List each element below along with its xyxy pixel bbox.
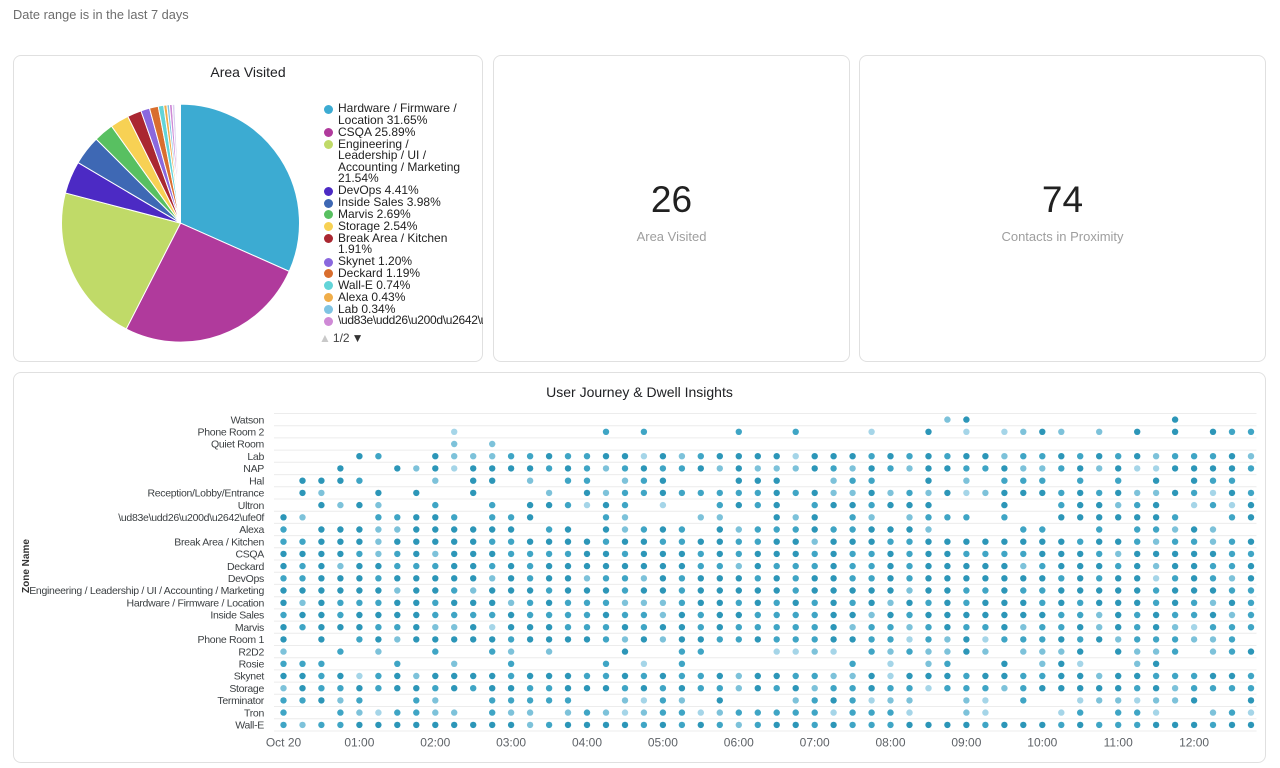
svg-text:Rosie: Rosie <box>239 659 265 671</box>
svg-text:Watson: Watson <box>231 414 265 426</box>
svg-text:Wall-E: Wall-E <box>235 720 264 732</box>
svg-text:08:00: 08:00 <box>875 736 905 750</box>
svg-text:Hardware / Firmware / Location: Hardware / Firmware / Location <box>127 598 265 610</box>
svg-text:Engineering / Leadership / UI: Engineering / Leadership / UI / Accounti… <box>29 585 264 597</box>
svg-text:\ud83e\udd26\u200d\u2642\ufe0f: \ud83e\udd26\u200d\u2642\ufe0f <box>118 512 264 524</box>
svg-text:Alexa: Alexa <box>239 524 264 536</box>
svg-text:01:00: 01:00 <box>344 736 374 750</box>
svg-text:Phone Room 2: Phone Room 2 <box>198 427 265 439</box>
svg-text:Break Area / Kitchen: Break Area / Kitchen <box>174 536 264 548</box>
svg-text:Ultron: Ultron <box>238 500 265 512</box>
svg-text:CSQA: CSQA <box>235 549 264 561</box>
svg-text:Tron: Tron <box>244 707 264 719</box>
svg-text:04:00: 04:00 <box>572 736 602 750</box>
svg-text:Lab: Lab <box>247 451 264 463</box>
svg-text:Deckard: Deckard <box>227 561 264 573</box>
svg-text:Storage: Storage <box>229 683 264 695</box>
svg-text:Phone Room 1: Phone Room 1 <box>198 634 265 646</box>
svg-text:07:00: 07:00 <box>800 736 830 750</box>
svg-text:12:00: 12:00 <box>1179 736 1209 750</box>
svg-text:Terminator: Terminator <box>217 695 264 707</box>
svg-text:06:00: 06:00 <box>724 736 754 750</box>
svg-text:09:00: 09:00 <box>951 736 981 750</box>
svg-text:Skynet: Skynet <box>234 671 265 683</box>
svg-text:05:00: 05:00 <box>648 736 678 750</box>
svg-text:02:00: 02:00 <box>420 736 450 750</box>
svg-text:03:00: 03:00 <box>496 736 526 750</box>
svg-text:Marvis: Marvis <box>235 622 264 634</box>
svg-text:Oct 20: Oct 20 <box>266 736 302 750</box>
svg-text:Reception/Lobby/Entrance: Reception/Lobby/Entrance <box>147 488 264 500</box>
svg-text:Quiet Room: Quiet Room <box>211 439 265 451</box>
svg-text:Inside Sales: Inside Sales <box>210 610 264 622</box>
svg-text:10:00: 10:00 <box>1027 736 1057 750</box>
svg-text:R2D2: R2D2 <box>238 646 264 658</box>
svg-text:NAP: NAP <box>243 463 264 475</box>
svg-text:11:00: 11:00 <box>1104 736 1133 750</box>
svg-text:DevOps: DevOps <box>228 573 264 585</box>
svg-text:Hal: Hal <box>249 475 264 487</box>
